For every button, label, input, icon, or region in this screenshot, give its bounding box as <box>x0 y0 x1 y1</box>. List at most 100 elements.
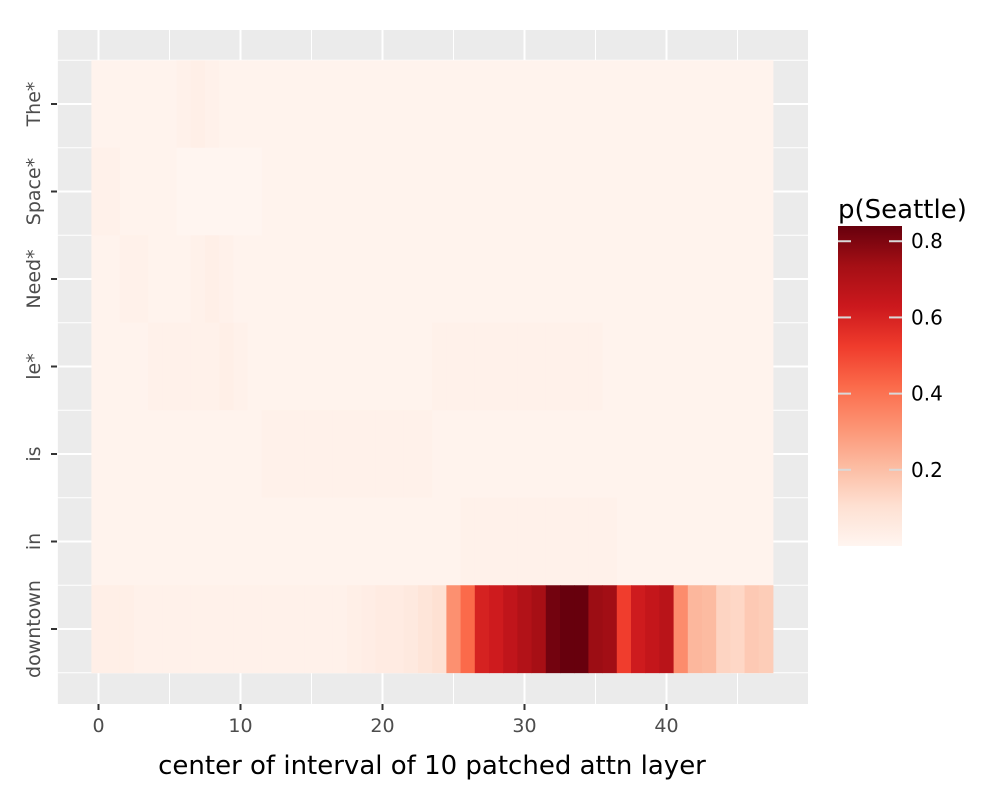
x-tick-label: 10 <box>228 715 252 737</box>
heatmap-cell <box>489 410 504 499</box>
heatmap-cell <box>176 322 192 411</box>
heatmap-cell <box>219 235 234 324</box>
heatmap-cell <box>290 585 305 674</box>
heatmap-cell <box>588 147 603 236</box>
heatmap-cell <box>91 410 106 499</box>
heatmap-cell <box>588 497 603 586</box>
heatmap-cell <box>489 497 504 586</box>
heatmap-cell <box>389 410 405 499</box>
heatmap-cell <box>247 585 263 674</box>
heatmap-cell <box>389 322 405 411</box>
heatmap-cell <box>247 410 263 499</box>
heatmap-cell <box>119 497 135 586</box>
heatmap-cell <box>616 410 632 499</box>
heatmap-cell <box>290 235 305 324</box>
x-tick-label: 0 <box>92 715 104 737</box>
heatmap-cell <box>361 585 376 674</box>
heatmap-cell <box>574 235 589 324</box>
heatmap-cell <box>631 585 646 674</box>
heatmap-cell <box>631 147 646 236</box>
heatmap-cell <box>446 60 461 149</box>
heatmap-cell <box>503 585 518 674</box>
heatmap-cell <box>616 497 632 586</box>
heatmap-cell <box>318 322 334 411</box>
heatmap-cell <box>176 497 192 586</box>
heatmap-cell <box>347 60 362 149</box>
heatmap-cell <box>702 410 717 499</box>
heatmap-cell <box>304 497 319 586</box>
heatmap-cell <box>687 497 703 586</box>
y-tick-label: downtown <box>23 580 45 678</box>
heatmap-cell <box>205 410 220 499</box>
heatmap-cell <box>560 235 575 324</box>
colorbar-title: p(Seattle) <box>838 195 967 225</box>
heatmap-cell <box>162 147 177 236</box>
heatmap-cell <box>290 410 305 499</box>
heatmap-cell <box>134 60 149 149</box>
y-tick-label: Space* <box>23 158 45 225</box>
heatmap-cells <box>91 60 774 674</box>
heatmap-cell <box>702 147 717 236</box>
heatmap-cell <box>418 235 433 324</box>
heatmap-cell <box>602 147 618 236</box>
heatmap-cell <box>744 497 760 586</box>
heatmap-cell <box>318 60 334 149</box>
heatmap-cell <box>602 60 618 149</box>
heatmap-cell <box>758 497 774 586</box>
heatmap-cell <box>503 322 518 411</box>
heatmap-cell <box>403 147 419 236</box>
heatmap-cell <box>190 585 206 674</box>
heatmap-cell <box>489 147 504 236</box>
heatmap-cell <box>716 235 731 324</box>
heatmap-cell <box>545 60 561 149</box>
heatmap-cell <box>318 410 334 499</box>
heatmap-cell <box>290 322 305 411</box>
heatmap-cell <box>503 497 518 586</box>
heatmap-cell <box>332 235 348 324</box>
heatmap-cell <box>318 585 334 674</box>
heatmap-cell <box>574 585 589 674</box>
heatmap-cell <box>574 147 589 236</box>
heatmap-cell <box>134 585 149 674</box>
heatmap-cell <box>219 322 234 411</box>
heatmap-cell <box>403 322 419 411</box>
heatmap-cell <box>134 322 149 411</box>
heatmap-cell <box>105 585 121 674</box>
heatmap-cell <box>517 410 532 499</box>
heatmap-cell <box>744 322 760 411</box>
x-axis: 0 10 20 30 40 <box>92 704 679 737</box>
heatmap-cell <box>190 147 206 236</box>
heatmap-cell <box>219 497 234 586</box>
heatmap-cell <box>403 235 419 324</box>
heatmap-cell <box>162 497 177 586</box>
heatmap-cell <box>446 147 461 236</box>
heatmap-cell <box>730 497 745 586</box>
heatmap-cell <box>560 147 575 236</box>
heatmap-cell <box>219 585 234 674</box>
heatmap-cell <box>645 497 660 586</box>
heatmap-cell <box>489 322 504 411</box>
heatmap-cell <box>261 147 277 236</box>
y-tick-label: Need* <box>23 249 45 308</box>
heatmap-cell <box>332 497 348 586</box>
heatmap-cell <box>432 410 447 499</box>
heatmap-cell <box>261 322 277 411</box>
heatmap-cell <box>687 60 703 149</box>
heatmap-cell <box>531 235 547 324</box>
y-tick-label: is <box>23 446 45 461</box>
heatmap-cell <box>176 147 192 236</box>
heatmap-cell <box>730 235 745 324</box>
heatmap-cell <box>219 60 234 149</box>
heatmap-cell <box>276 60 291 149</box>
heatmap-cell <box>91 497 106 586</box>
heatmap-cell <box>702 322 717 411</box>
heatmap-cell <box>531 147 547 236</box>
heatmap-cell <box>659 60 674 149</box>
heatmap-cell <box>758 60 774 149</box>
heatmap-cell <box>276 585 291 674</box>
heatmap-cell <box>119 322 135 411</box>
heatmap-cell <box>361 60 376 149</box>
heatmap-cell <box>730 322 745 411</box>
heatmap-cell <box>545 585 561 674</box>
heatmap-cell <box>474 147 490 236</box>
